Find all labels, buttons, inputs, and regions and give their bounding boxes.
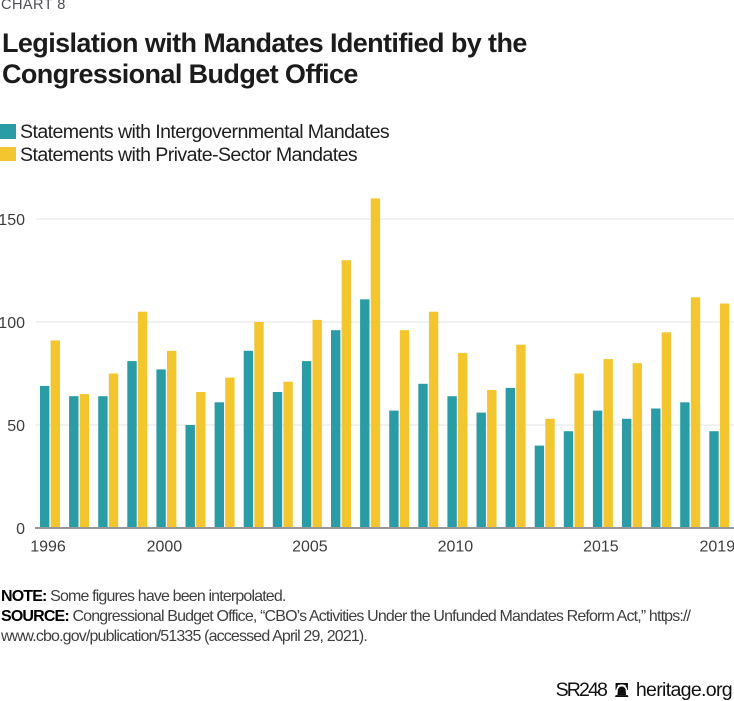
svg-text:2019: 2019 — [700, 539, 734, 556]
svg-text:150: 150 — [0, 212, 25, 229]
svg-text:50: 50 — [7, 418, 25, 435]
svg-text:2015: 2015 — [583, 539, 619, 556]
svg-text:0: 0 — [16, 521, 25, 538]
svg-text:100: 100 — [0, 315, 25, 332]
svg-text:2005: 2005 — [292, 539, 328, 556]
svg-text:1996: 1996 — [30, 539, 66, 556]
svg-text:2000: 2000 — [147, 539, 183, 556]
svg-text:2010: 2010 — [438, 539, 474, 556]
